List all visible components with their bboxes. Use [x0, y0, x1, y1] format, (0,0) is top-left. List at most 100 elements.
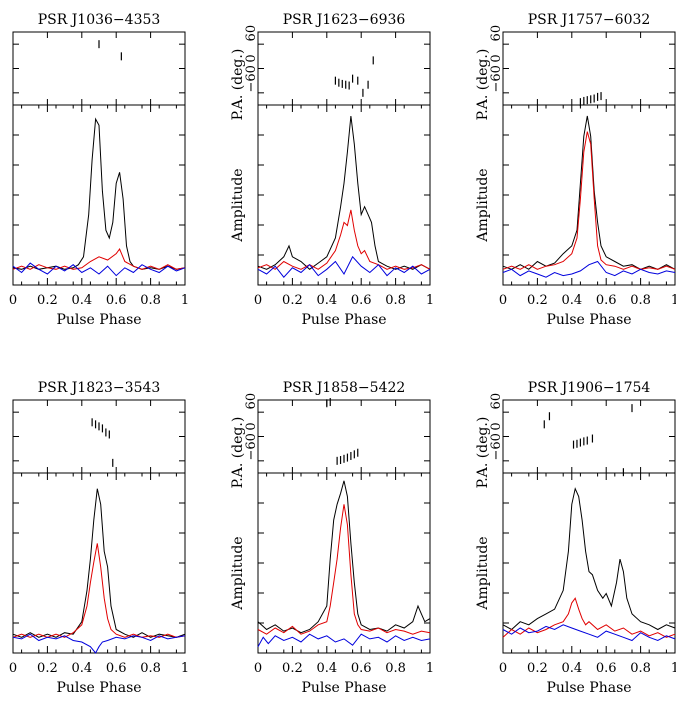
linear-intensity-line: [502, 131, 676, 270]
panel-title: PSR J1858−5422: [283, 380, 406, 396]
x-tick-label: 0.4: [316, 661, 337, 676]
x-tick-label: 0.4: [71, 293, 92, 308]
x-tick-label: 0.6: [106, 661, 127, 676]
x-tick-label: 1: [426, 661, 434, 676]
circular-intensity-line: [502, 260, 676, 278]
x-tick-label: 0: [499, 293, 507, 308]
panel-4: PSR J1823−3543 0 0.2 0.4 0.6 0.8 1 Pulse Phase: [9, 380, 189, 696]
x-tick-label: 0.2: [37, 293, 58, 308]
panel-title: PSR J1757−6032: [528, 12, 651, 28]
linear-intensity-line: [12, 247, 186, 270]
x-tick-label: 0.2: [282, 293, 303, 308]
x-tick-label: 0.6: [351, 293, 372, 308]
pa-tick-label: 0: [489, 422, 504, 430]
x-tick-label: 0: [9, 661, 17, 676]
amp-axis-label: Amplitude: [230, 168, 246, 242]
panel-title: PSR J1906−1754: [528, 380, 651, 396]
pa-frame: [502, 399, 676, 474]
x-tick-label: 0.8: [140, 293, 161, 308]
x-tick-label: 0.4: [561, 661, 582, 676]
pa-axis-label: P.A. (deg.): [230, 417, 246, 489]
x-tick-label: 0: [9, 293, 17, 308]
x-tick-label: 0.8: [140, 661, 161, 676]
x-tick-label: 0.4: [71, 661, 92, 676]
pa-axis-label: P.A. (deg.): [230, 49, 246, 121]
x-tick-label: 1: [181, 661, 189, 676]
linear-intensity-line: [12, 543, 186, 638]
panel-title: PSR J1623−6936: [283, 12, 406, 28]
x-axis-label: Pulse Phase: [301, 680, 386, 696]
circular-intensity-line: [12, 262, 186, 277]
x-tick-label: 0.6: [596, 293, 617, 308]
x-tick-label: 0.2: [527, 661, 548, 676]
circular-intensity-line: [502, 624, 676, 642]
amp-axis-label: Amplitude: [475, 536, 491, 610]
panel-1: PSR J1036−4353 0 0.2 0.4 0.6 0.8 1 Pulse Phase: [9, 12, 189, 328]
total-intensity-line: [257, 115, 431, 270]
x-tick-label: 0.2: [37, 661, 58, 676]
x-axis-label: Pulse Phase: [56, 680, 141, 696]
x-tick-label: 0.8: [385, 293, 406, 308]
pa-tick-label: 60: [244, 25, 259, 42]
amplitude-frame: [502, 104, 676, 286]
x-tick-label: 0: [499, 661, 507, 676]
panel-3: PSR J1757−6032 0 0.2 0.4 0.6 0.8 1 Pulse Phase P…: [475, 12, 676, 328]
circular-intensity-line: [257, 633, 431, 647]
x-axis-label: Pulse Phase: [546, 680, 631, 696]
amplitude-frame: [502, 472, 676, 654]
amplitude-frame: [257, 472, 431, 654]
x-tick-label: 0.8: [630, 661, 651, 676]
linear-intensity-line: [257, 209, 431, 270]
pa-tick-label: 60: [489, 25, 504, 42]
total-intensity-line: [257, 480, 431, 634]
panel-6: PSR J1906−1754 0 0.2 0.4 0.6 0.8 1 Pulse Phase P…: [475, 380, 676, 696]
pa-tick-label: 0: [244, 54, 259, 62]
pa-tick-label: 60: [244, 393, 259, 410]
x-tick-label: 1: [181, 293, 189, 308]
x-tick-label: 0.8: [630, 293, 651, 308]
x-tick-label: 1: [671, 293, 676, 308]
x-tick-label: 0: [254, 293, 262, 308]
x-tick-label: 0.6: [596, 661, 617, 676]
pa-axis-label: P.A. (deg.): [475, 49, 491, 121]
pa-tick-label: 0: [244, 422, 259, 430]
pa-axis-label: P.A. (deg.): [475, 417, 491, 489]
total-intensity-line: [502, 487, 676, 631]
x-axis-label: Pulse Phase: [546, 312, 631, 328]
pa-tick-label: −60: [489, 433, 504, 460]
pa-tick-label: −60: [489, 65, 504, 92]
amplitude-frame: [257, 104, 431, 286]
amplitude-frame: [12, 472, 186, 654]
linear-intensity-line: [257, 504, 431, 635]
x-tick-label: 0.4: [561, 293, 582, 308]
pa-frame: [257, 31, 431, 106]
x-tick-label: 0.4: [316, 293, 337, 308]
amp-axis-label: Amplitude: [230, 536, 246, 610]
x-tick-label: 0.6: [106, 293, 127, 308]
panel-title: PSR J1036−4353: [38, 12, 161, 28]
panel-2: PSR J1623−6936 0 0.2 0.4 0.6 0.8 1 Pulse Phase P…: [230, 12, 434, 328]
pa-tick-label: −60: [244, 65, 259, 92]
x-tick-label: 0.8: [385, 661, 406, 676]
total-intensity-line: [12, 488, 186, 638]
circular-intensity-line: [257, 255, 431, 278]
pa-frame: [12, 399, 186, 474]
linear-intensity-line: [502, 597, 676, 638]
x-tick-label: 0.6: [351, 661, 372, 676]
total-intensity-line: [12, 117, 186, 270]
pa-tick-label: −60: [244, 433, 259, 460]
pa-frame: [502, 31, 676, 106]
x-axis-label: Pulse Phase: [301, 312, 386, 328]
pa-tick-label: 60: [489, 393, 504, 410]
x-tick-label: 0.2: [282, 661, 303, 676]
amp-axis-label: Amplitude: [475, 168, 491, 242]
circular-intensity-line: [12, 633, 186, 654]
x-tick-label: 1: [426, 293, 434, 308]
x-axis-label: Pulse Phase: [56, 312, 141, 328]
pa-tick-label: 0: [489, 54, 504, 62]
panel-5: PSR J1858−5422 0 0.2 0.4 0.6 0.8 1 Pulse Phase P…: [230, 380, 434, 696]
x-tick-label: 0.2: [527, 293, 548, 308]
x-tick-label: 1: [671, 661, 676, 676]
panel-title: PSR J1823−3543: [38, 380, 161, 396]
